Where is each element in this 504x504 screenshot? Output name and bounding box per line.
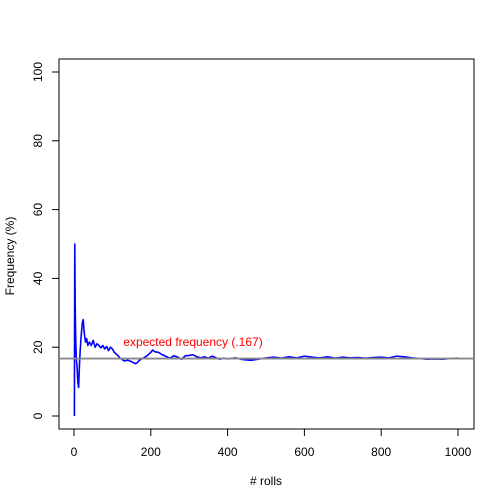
y-tick-label: 40 [31,271,45,285]
plot-frame [58,58,475,430]
y-axis: 0 20 40 60 80 100 [31,62,60,419]
y-tick-label: 60 [31,203,45,217]
y-tick-label: 80 [31,134,45,148]
y-axis-label: Frequency (%) [3,217,17,296]
series-line [73,243,459,417]
y-tick-label: 100 [31,62,45,82]
x-tick-label: 600 [294,445,314,459]
expected-frequency-label: expected frequency (.167) [123,335,262,349]
x-tick-label: 0 [71,445,78,459]
x-tick-label: 1000 [445,445,472,459]
x-tick-label: 400 [218,445,238,459]
y-tick-label: 20 [31,340,45,354]
x-axis-label: # rolls [250,474,282,488]
y-tick-label: 0 [31,412,45,419]
x-tick-label: 800 [371,445,391,459]
series-layer [73,243,459,417]
x-axis: 0 200 400 600 800 1000 [71,428,472,459]
x-tick-label: 200 [141,445,161,459]
